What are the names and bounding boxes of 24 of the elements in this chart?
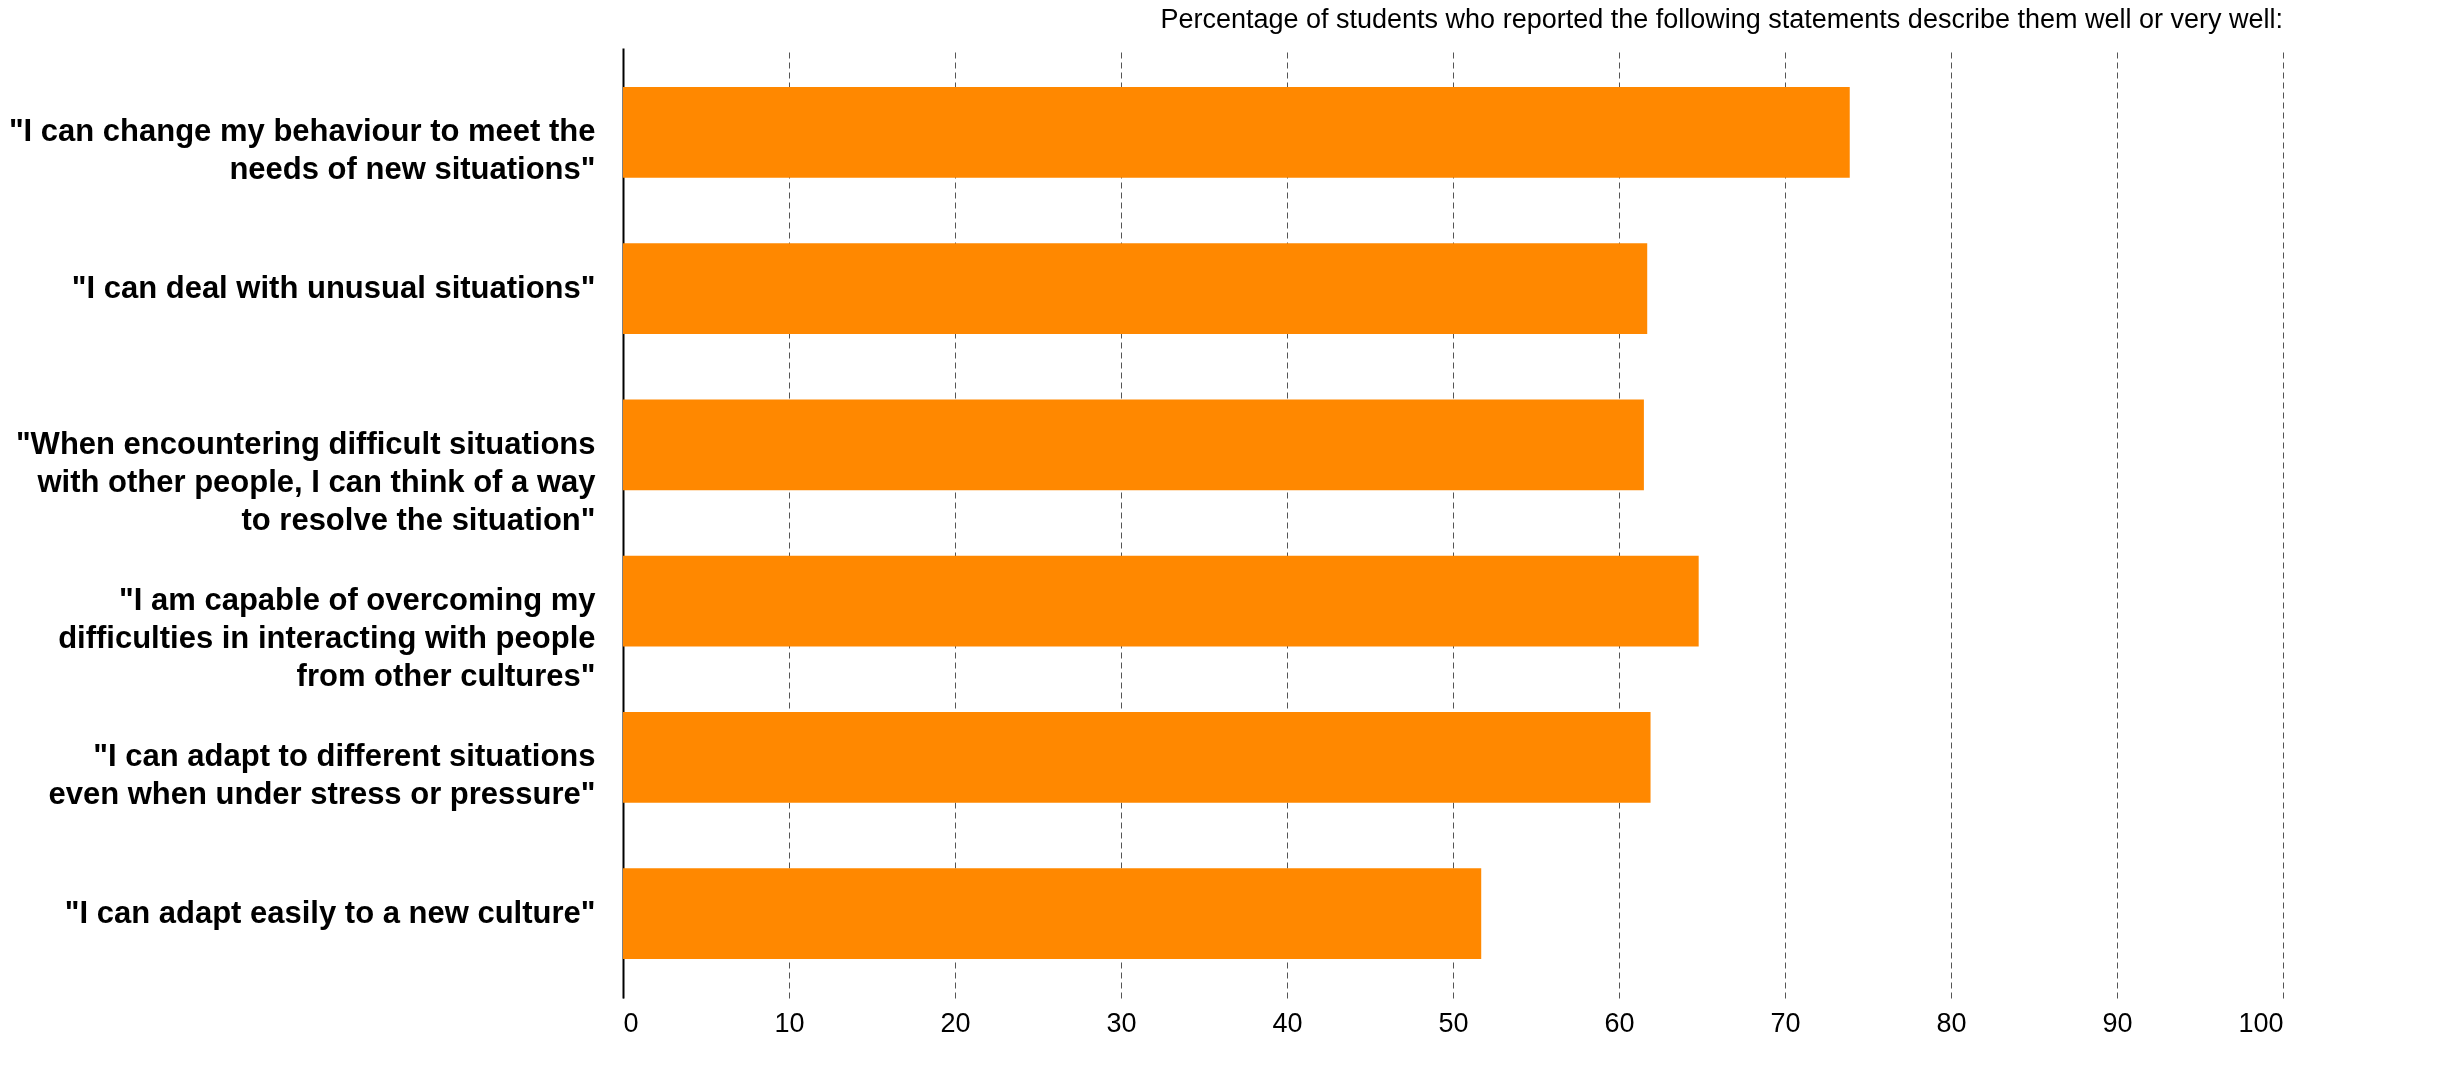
bar bbox=[623, 868, 1482, 959]
y-tick-label: "When encountering difficult situations with other people, I can think of a way to resolve the situation" bbox=[15, 425, 597, 537]
x-tick-label: 10 bbox=[774, 1007, 805, 1038]
y-tick-label: "I can deal with unusual situations" bbox=[71, 269, 596, 305]
y-tick-label: "I can adapt easily to a new culture" bbox=[64, 894, 596, 930]
x-tick-label: 70 bbox=[1770, 1007, 1801, 1038]
x-tick-label: 50 bbox=[1438, 1007, 1469, 1038]
bar bbox=[623, 87, 1850, 178]
bar bbox=[623, 712, 1651, 803]
bar bbox=[623, 555, 1699, 647]
y-tick-label: "I am capable of overcoming my difficulties in interacting with people from other cultures" bbox=[58, 582, 597, 694]
x-tick-label: 80 bbox=[1936, 1007, 1967, 1038]
bar bbox=[623, 243, 1648, 334]
x-tick-label: 0 bbox=[623, 1007, 639, 1038]
x-tick-label: 60 bbox=[1604, 1007, 1635, 1038]
bar bbox=[623, 399, 1644, 491]
x-tick-label: 20 bbox=[940, 1007, 971, 1038]
y-tick-label: "I can adapt to different situations even when under stress or pressure" bbox=[48, 738, 596, 812]
chart-title: Percentage of students who reported the following statements describe them well or very well: bbox=[1160, 4, 2283, 34]
x-tick-label: 100 bbox=[2238, 1007, 2284, 1038]
x-tick-label: 90 bbox=[2102, 1007, 2133, 1038]
x-tick-label: 30 bbox=[1106, 1007, 1137, 1038]
y-tick-label: "I can change my behaviour to meet the needs of new situations" bbox=[8, 113, 596, 187]
x-tick-label: 40 bbox=[1272, 1007, 1303, 1038]
